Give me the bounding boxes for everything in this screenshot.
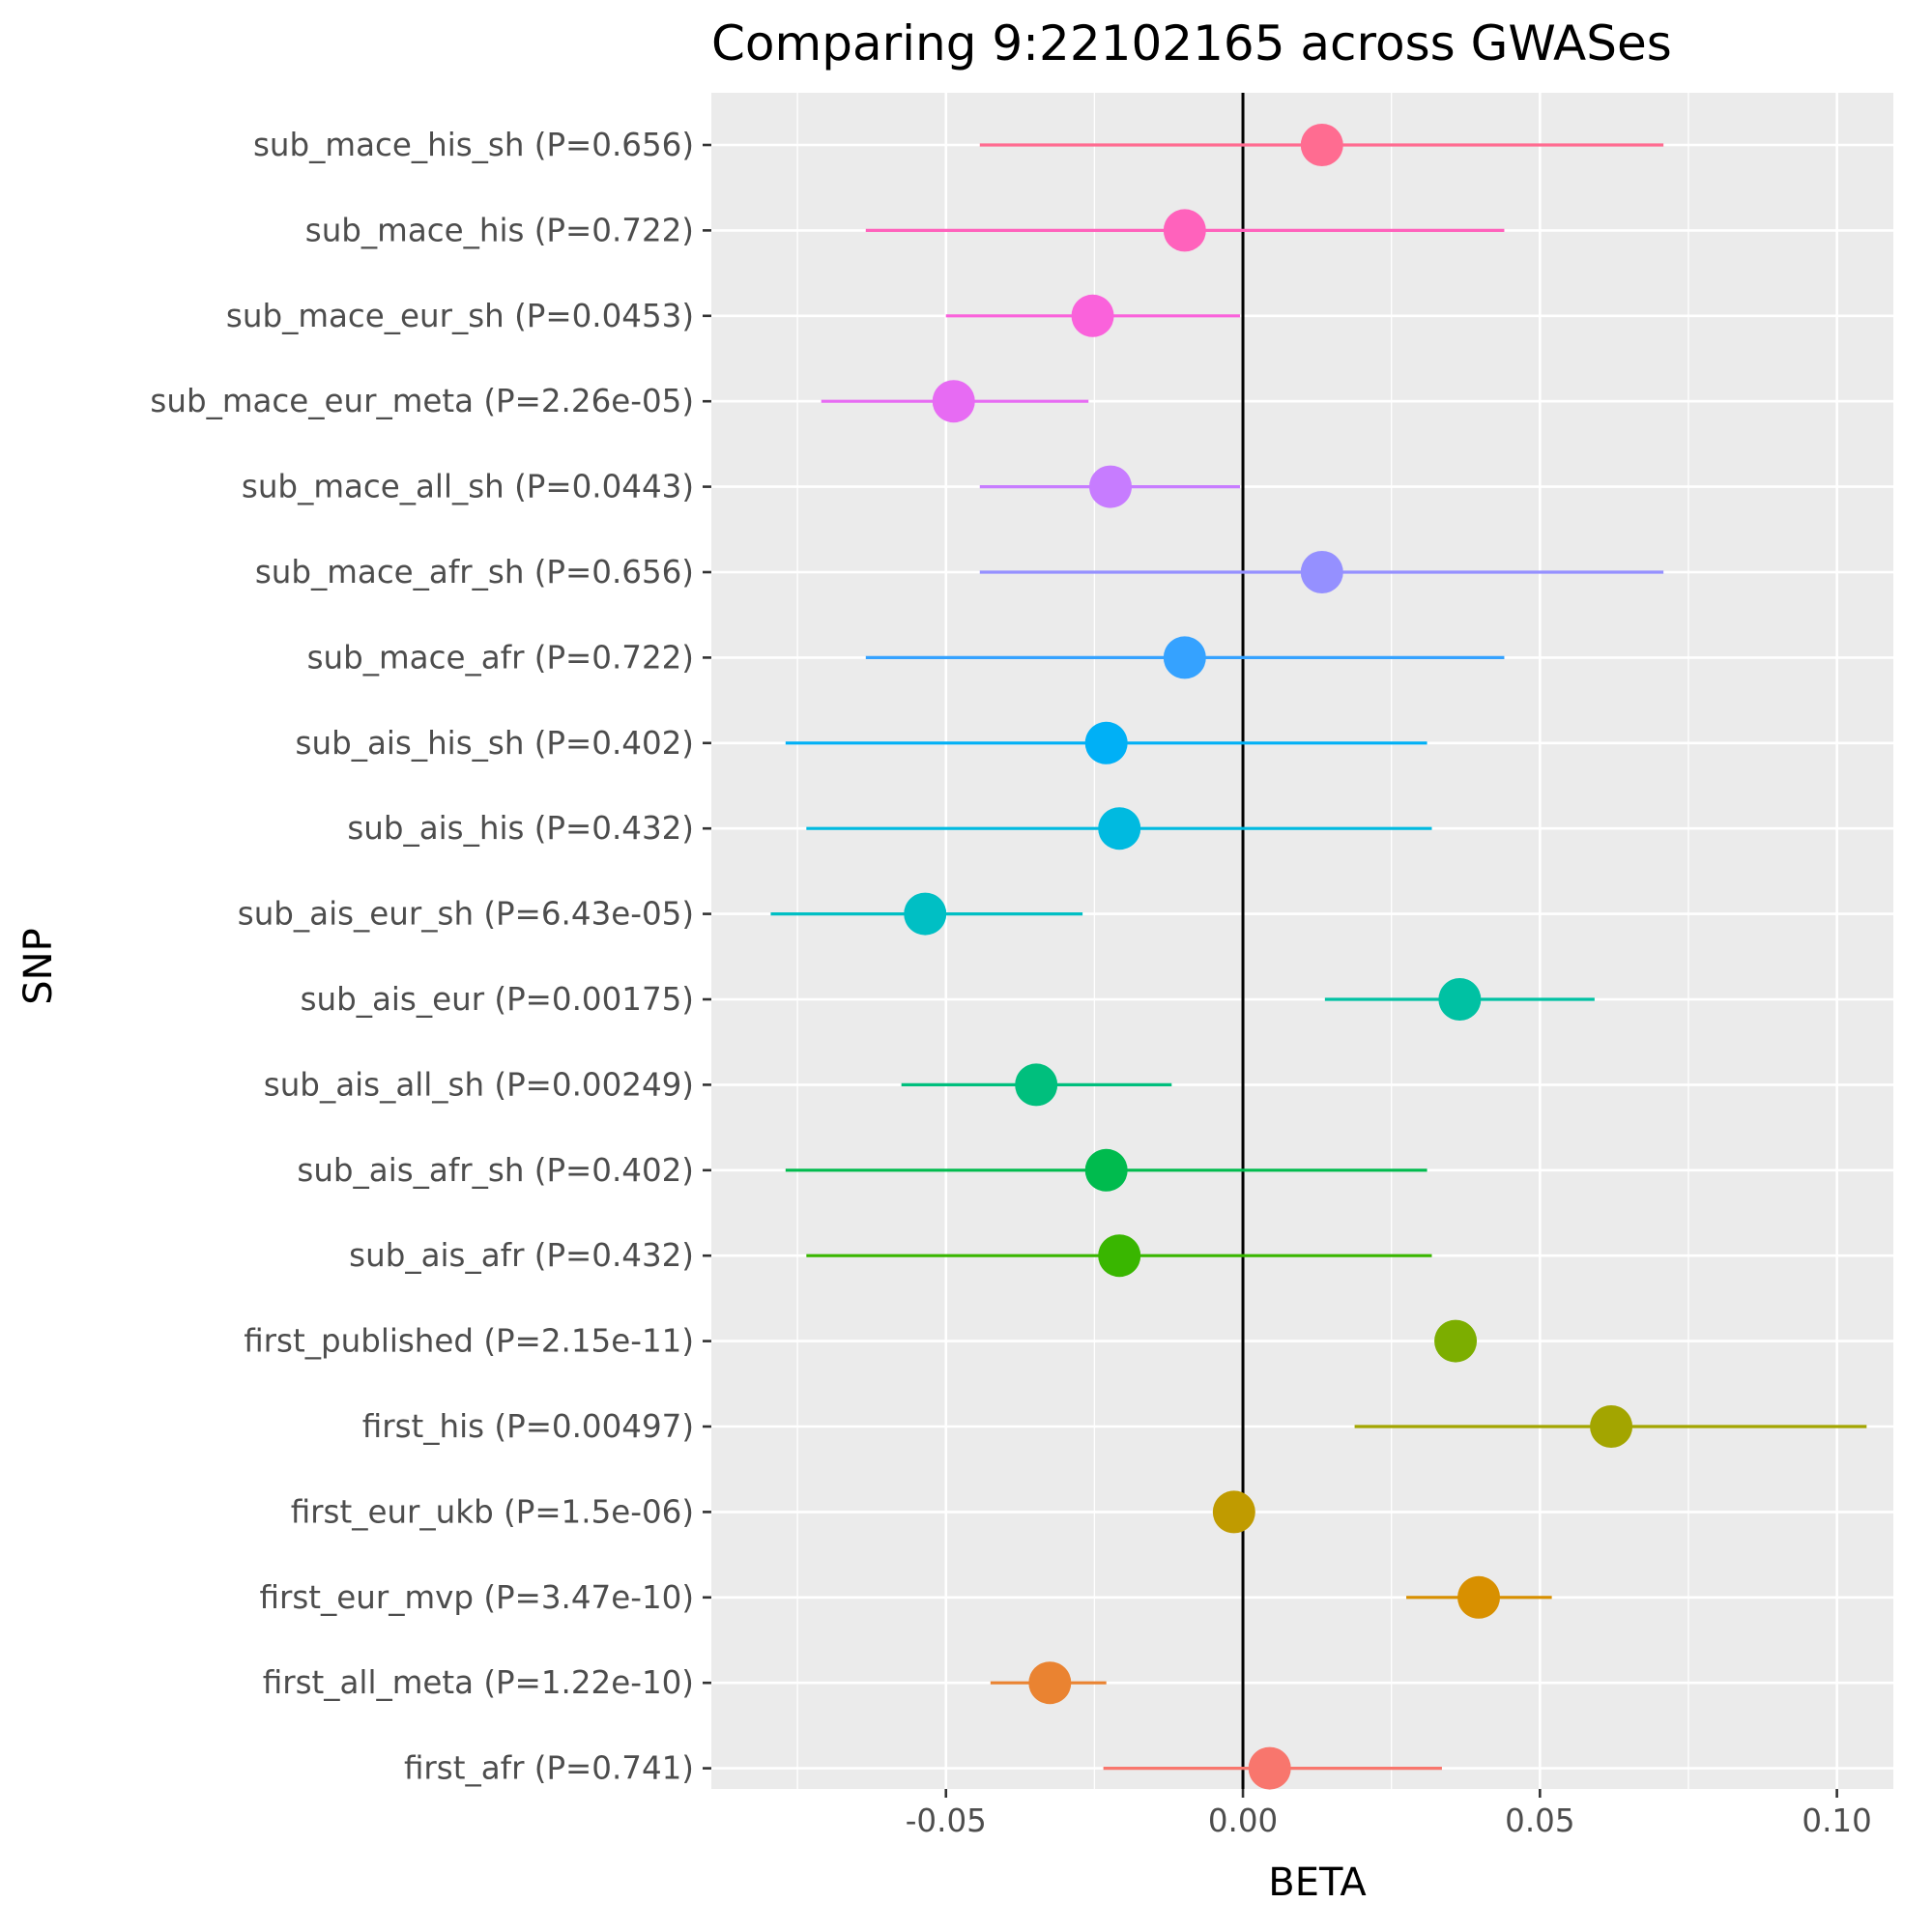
plot-panel — [711, 93, 1893, 1789]
point — [1590, 1405, 1633, 1448]
point — [1212, 1490, 1255, 1534]
y-tick-label: sub_mace_afr_sh (P=0.656) — [255, 554, 694, 591]
point — [1300, 551, 1343, 593]
point — [1084, 1148, 1128, 1192]
y-tick-label: sub_ais_afr_sh (P=0.402) — [297, 1152, 694, 1189]
y-tick-label: sub_mace_afr (P=0.722) — [307, 639, 694, 676]
y-tick-label: sub_mace_eur_meta (P=2.26e-05) — [150, 383, 694, 419]
y-tick-label: sub_mace_his (P=0.722) — [305, 212, 694, 248]
y-axis: first_afr (P=0.741) first_all_meta (P=1.2… — [150, 127, 711, 1787]
x-tick-label: 0.05 — [1505, 1802, 1574, 1839]
point — [1098, 807, 1141, 851]
x-axis: -0.05 0.00 0.05 0.10 — [906, 1789, 1872, 1839]
point — [904, 892, 947, 936]
point — [1163, 209, 1206, 252]
x-tick-label: 0.10 — [1802, 1802, 1871, 1839]
y-tick-label: sub_ais_afr (P=0.432) — [349, 1237, 694, 1274]
x-axis-title: BETA — [1268, 1860, 1367, 1905]
grid-minor — [796, 93, 1689, 1789]
point — [1248, 1746, 1291, 1790]
point — [932, 380, 975, 423]
y-tick-label: sub_ais_his_sh (P=0.402) — [296, 725, 694, 762]
point — [1438, 978, 1482, 1021]
x-tick-label: 0.00 — [1208, 1802, 1278, 1839]
y-tick-label: first_all_meta (P=1.22e-10) — [263, 1664, 694, 1701]
y-tick-label: sub_mace_all_sh (P=0.0443) — [242, 469, 694, 505]
y-tick-label: sub_ais_his (P=0.432) — [347, 810, 694, 847]
y-tick-label: first_published (P=2.15e-11) — [244, 1323, 694, 1360]
y-tick-label: sub_ais_eur (P=0.00175) — [301, 981, 694, 1018]
point — [1071, 294, 1114, 337]
y-tick-label: first_eur_mvp (P=3.47e-10) — [260, 1579, 694, 1616]
y-axis-title: SNP — [16, 928, 61, 1004]
points — [904, 124, 1633, 1790]
chart-title: Comparing 9:22102165 across GWASes — [711, 15, 1672, 72]
point — [1098, 1234, 1141, 1278]
point — [1028, 1661, 1072, 1705]
y-tick-label: sub_ais_eur_sh (P=6.43e-05) — [238, 896, 694, 933]
y-tick-label: sub_mace_eur_sh (P=0.0453) — [226, 298, 694, 334]
point — [1300, 124, 1343, 166]
y-tick-label: first_eur_ukb (P=1.5e-06) — [291, 1493, 694, 1530]
y-tick-label: sub_ais_all_sh (P=0.00249) — [264, 1066, 694, 1103]
point — [1457, 1575, 1501, 1619]
point — [1015, 1063, 1058, 1107]
y-tick-label: first_his (P=0.00497) — [362, 1408, 694, 1445]
point — [1088, 465, 1132, 508]
point — [1163, 636, 1206, 679]
y-tick-label: sub_mace_his_sh (P=0.656) — [253, 127, 694, 163]
y-tick-label: first_afr (P=0.741) — [404, 1750, 694, 1787]
point — [1434, 1319, 1478, 1363]
point — [1084, 721, 1128, 764]
x-tick-label: -0.05 — [906, 1802, 987, 1839]
